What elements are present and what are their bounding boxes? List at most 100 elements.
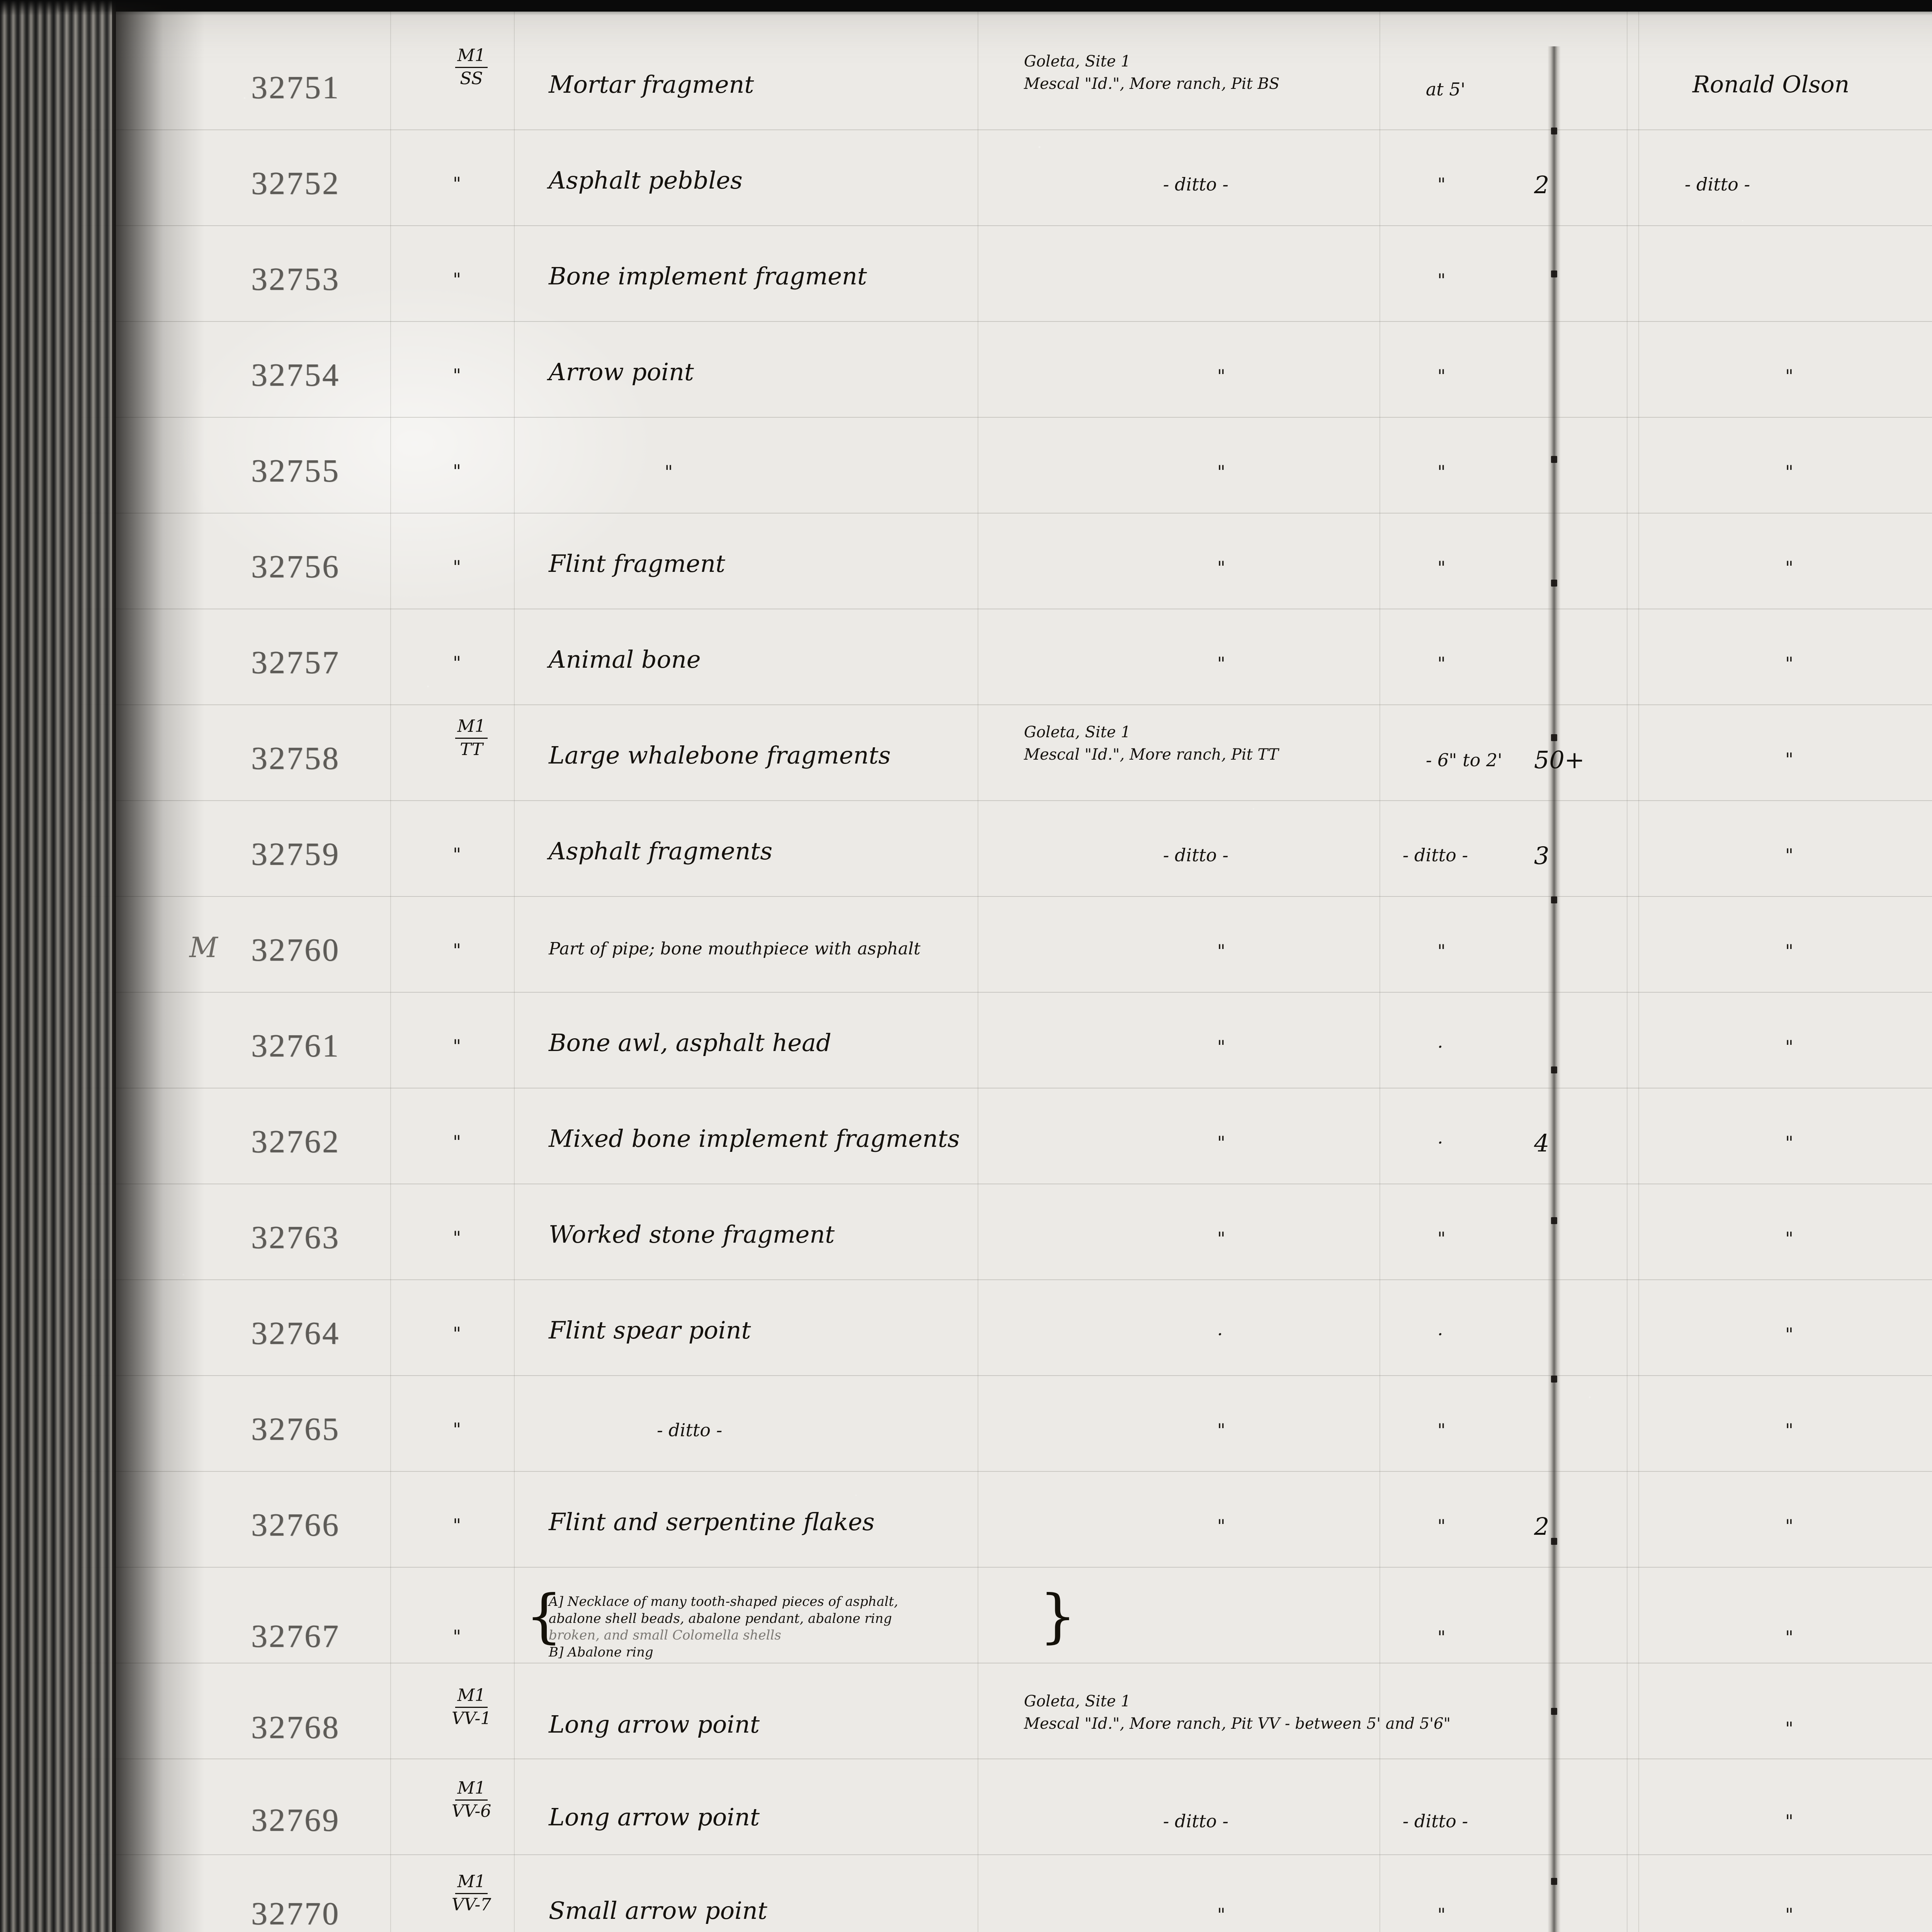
item-description: Animal bone <box>549 645 701 673</box>
catalog-number: 32759 <box>251 836 340 872</box>
designation-ditto-mark: " <box>453 1626 461 1647</box>
depth-ditto-mark: " <box>1437 1420 1446 1440</box>
depth-ditto-mark: " <box>1437 1228 1446 1249</box>
locality-ditto-mark: " <box>1217 1515 1226 1536</box>
designation-ditto-mark: " <box>453 652 461 673</box>
catalog-number: 32757 <box>251 645 340 680</box>
binding-stitch <box>1551 1066 1557 1073</box>
catalog-number: 32770 <box>251 1896 340 1932</box>
designation-ditto-mark: " <box>453 1515 461 1536</box>
designation-numerator: M1 <box>457 716 486 736</box>
designation-ditto-mark: " <box>453 269 461 290</box>
catalog-number: 32755 <box>251 453 340 489</box>
locality-ditto-mark: " <box>1217 1904 1226 1925</box>
designation-denominator: VV-7 <box>451 1895 492 1915</box>
page-top-shadow <box>0 0 1932 15</box>
collector-ditto-mark: - ditto - <box>1685 174 1750 195</box>
locality-ditto-mark: " <box>1217 366 1226 386</box>
ledger-ruling-grid <box>58 12 1932 1932</box>
collector-ditto-mark: " <box>1785 1420 1794 1440</box>
depth-value: - 6" to 2' <box>1426 750 1502 770</box>
locality-ditto-mark: " <box>1217 1420 1226 1440</box>
right-brace: } <box>1039 1583 1077 1650</box>
quantity-value: 2 <box>1534 171 1549 199</box>
catalog-number: 32765 <box>251 1411 340 1447</box>
collector-ditto-mark: " <box>1785 1228 1794 1249</box>
vertical-rule <box>1638 12 1639 1932</box>
locality: Goleta, Site 1 Mescal "Id.", More ranch, … <box>1024 50 1279 95</box>
description-line: A] Necklace of many tooth-shaped pieces … <box>549 1594 898 1609</box>
designation-numerator: M1 <box>457 1685 486 1705</box>
collector-ditto-mark: " <box>1785 557 1794 578</box>
binding-stitch <box>1551 896 1557 903</box>
horizontal-rule <box>81 1375 1932 1376</box>
locality-ditto-mark: " <box>1217 1228 1226 1249</box>
catalog-number: 32764 <box>251 1315 340 1351</box>
designation-ditto-mark: " <box>453 1419 461 1440</box>
binding-stitch <box>1551 1708 1557 1715</box>
horizontal-rule <box>81 896 1932 897</box>
horizontal-rule <box>81 1471 1932 1472</box>
collector-ditto-mark: " <box>1785 1627 1794 1648</box>
item-description: Long arrow point <box>549 1803 760 1831</box>
locality-ditto-mark: · <box>1217 1324 1223 1345</box>
item-description: Bone implement fragment <box>549 262 867 290</box>
depth-ditto-mark: " <box>1437 1627 1446 1648</box>
quantity-value: 2 <box>1534 1512 1549 1541</box>
catalog-number: 32752 <box>251 165 340 201</box>
locality-ditto-mark: " <box>1217 1132 1226 1153</box>
designation-numerator: M1 <box>457 1778 486 1798</box>
locality-ditto-mark: - ditto - <box>1163 845 1229 866</box>
designation-ditto-mark: " <box>453 1227 461 1248</box>
locality-ditto-mark: " <box>1217 653 1226 674</box>
item-description: Mixed bone implement fragments <box>549 1124 960 1153</box>
designation-denominator: VV-6 <box>451 1801 492 1821</box>
horizontal-rule <box>81 1854 1932 1855</box>
book-centre-gutter <box>1548 46 1561 1932</box>
locality-ditto-mark: " <box>1217 461 1226 482</box>
catalog-number: 32754 <box>251 357 340 393</box>
horizontal-rule <box>81 321 1932 322</box>
collector-name: Ronald Olson <box>1692 71 1850 98</box>
horizontal-rule <box>81 704 1932 705</box>
catalog-number: 32768 <box>251 1709 340 1745</box>
catalog-number: 32761 <box>251 1028 340 1064</box>
designation-fraction-bar <box>455 1799 488 1801</box>
binding-stitch <box>1551 1538 1557 1545</box>
ledger-page-spread <box>58 12 1932 1932</box>
left-brace: { <box>526 1583 563 1650</box>
vertical-rule <box>390 12 391 1932</box>
binding-stitch <box>1551 128 1557 134</box>
depth-ditto-mark: · <box>1437 1036 1443 1057</box>
depth-ditto-mark: " <box>1437 1515 1446 1536</box>
designation-ditto-mark: " <box>453 1323 461 1344</box>
locality-ditto-mark: - ditto - <box>1163 1811 1229 1832</box>
depth-ditto-mark: " <box>1437 270 1446 291</box>
horizontal-rule <box>81 417 1932 418</box>
depth-ditto-mark: " <box>1437 366 1446 386</box>
designation-numerator: M1 <box>457 46 486 65</box>
binding-stitch <box>1551 456 1557 463</box>
locality-ditto-mark: " <box>1217 940 1226 961</box>
designation-denominator: SS <box>460 69 483 88</box>
catalog-number: 32767 <box>251 1618 340 1654</box>
description-line: abalone shell beads, abalone pendant, ab… <box>549 1611 892 1626</box>
depth-ditto-mark: · <box>1437 1132 1443 1153</box>
catalog-number: 32762 <box>251 1124 340 1160</box>
collector-ditto-mark: " <box>1785 653 1794 674</box>
depth-ditto-mark: " <box>1437 1904 1446 1925</box>
collector-ditto-mark: " <box>1785 1811 1794 1832</box>
quantity-value: 4 <box>1534 1129 1549 1157</box>
catalog-number: 32751 <box>251 70 340 105</box>
locality-ditto-mark: - ditto - <box>1163 174 1229 195</box>
vertical-rule <box>1379 12 1380 1932</box>
collector-ditto-mark: " <box>1785 940 1794 961</box>
depth-ditto-mark: " <box>1437 174 1446 195</box>
depth-ditto-mark: - ditto - <box>1403 1811 1468 1832</box>
designation-denominator: TT <box>460 740 483 759</box>
locality-ditto-mark: " <box>1217 1036 1226 1057</box>
locality-line-2: Mescal "Id.", More ranch, Pit BS <box>1024 75 1280 93</box>
field-designation: M1 SS <box>437 47 506 87</box>
vertical-rule <box>514 12 515 1932</box>
